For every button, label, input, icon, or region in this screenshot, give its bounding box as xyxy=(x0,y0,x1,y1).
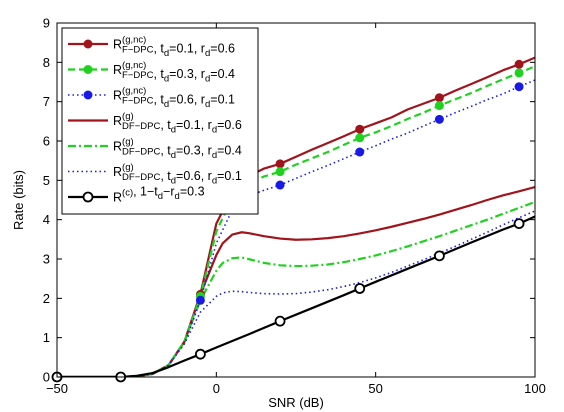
legend-marker-fdpc1 xyxy=(83,39,93,49)
x-tick-label: 0 xyxy=(213,381,220,396)
series-line-central xyxy=(57,215,535,377)
y-tick-label: 4 xyxy=(43,212,50,227)
point-central xyxy=(433,250,445,262)
x-tick-label: 50 xyxy=(368,381,382,396)
series-line-fdpc1 xyxy=(57,56,535,377)
point-central xyxy=(513,218,525,230)
point-fdpc2 xyxy=(514,68,524,78)
point-fdpc3 xyxy=(514,82,524,92)
point-central xyxy=(354,283,366,294)
point-fdpc3 xyxy=(275,180,285,190)
legend-entry-dfdpc3: R(g) DF−DPC, td=0.6, rd=0.1 xyxy=(113,162,242,187)
point-central xyxy=(274,315,286,327)
point-fdpc2 xyxy=(355,133,365,143)
legend-entry-dfdpc1: R(g) DF−DPC, td=0.1, rd=0.6 xyxy=(113,111,242,136)
x-tick-label: 100 xyxy=(524,381,546,396)
marker-layer xyxy=(51,59,525,383)
legend-entry-fdpc3: R(g,nc) F−DPC, td=0.6, rd=0.1 xyxy=(113,86,235,111)
y-tick-label: 9 xyxy=(43,16,50,31)
series-layer xyxy=(57,56,535,377)
legend-marker-central xyxy=(82,191,94,203)
legend-entry-dfdpc2: R(g) DF−DPC, td=0.3, rd=0.4 xyxy=(113,137,242,162)
y-tick-label: 7 xyxy=(43,94,50,109)
legend-entry-fdpc2: R(g,nc) F−DPC, td=0.3, rd=0.4 xyxy=(113,60,235,85)
x-axis-label: SNR (dB) xyxy=(268,395,324,410)
y-tick-label: 6 xyxy=(43,134,50,149)
legend-marker-fdpc2 xyxy=(83,65,93,74)
point-fdpc3 xyxy=(195,295,205,305)
y-tick-label: 2 xyxy=(43,291,50,306)
legend-entry-central: R(c), 1−td−rd=0.3 xyxy=(113,185,205,205)
legend-marker-fdpc3 xyxy=(83,90,93,100)
y-tick-label: 1 xyxy=(43,330,50,345)
point-fdpc2 xyxy=(275,167,285,177)
y-tick-label: 5 xyxy=(43,173,50,188)
y-axis-label: Rate (bits) xyxy=(11,170,26,230)
point-fdpc1 xyxy=(275,159,285,169)
legend-entry-fdpc1: R(g,nc) F−DPC, td=0.1, rd=0.6 xyxy=(113,35,235,60)
y-tick-label: 8 xyxy=(43,55,50,70)
point-fdpc1 xyxy=(434,93,444,103)
y-tick-label: 0 xyxy=(43,370,50,385)
y-tick-label: 3 xyxy=(43,252,50,267)
point-fdpc1 xyxy=(514,59,524,69)
point-fdpc1 xyxy=(355,124,365,134)
point-fdpc2 xyxy=(434,101,444,111)
point-central xyxy=(194,348,206,360)
plot-frame xyxy=(56,22,536,378)
series-line-fdpc3 xyxy=(57,79,535,377)
point-fdpc3 xyxy=(355,147,365,157)
x-tick-label: −50 xyxy=(46,381,68,396)
legend: R(g,nc) F−DPC, td=0.1, rd=0.6R(g,nc) F−DPC… xyxy=(61,27,259,215)
point-fdpc3 xyxy=(434,114,444,124)
